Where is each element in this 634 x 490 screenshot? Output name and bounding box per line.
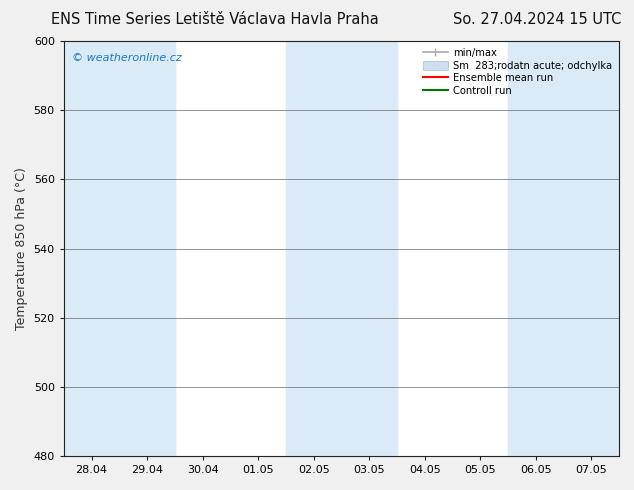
Text: ENS Time Series Letiště Václava Havla Praha: ENS Time Series Letiště Václava Havla Pr… (51, 12, 378, 27)
Legend: min/max, Sm  283;rodatn acute; odchylka, Ensemble mean run, Controll run: min/max, Sm 283;rodatn acute; odchylka, … (421, 46, 614, 98)
Bar (508, 41, 619, 456)
Text: So. 27.04.2024 15 UTC: So. 27.04.2024 15 UTC (453, 12, 621, 27)
Text: © weatheronline.cz: © weatheronline.cz (72, 53, 182, 64)
Bar (286, 41, 397, 456)
Y-axis label: Temperature 850 hPa (°C): Temperature 850 hPa (°C) (15, 167, 28, 330)
Bar (64, 41, 175, 456)
